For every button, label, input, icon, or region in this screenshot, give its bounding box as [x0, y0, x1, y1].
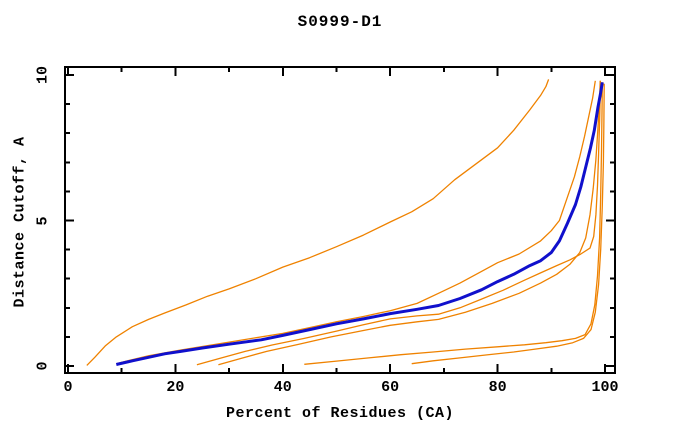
x-tick-label-80: 80: [488, 379, 507, 396]
curve-orange-curve-5: [304, 82, 603, 365]
y-tick-label-5: 5: [34, 215, 52, 226]
plot-frame: [64, 66, 616, 374]
curve-orange-curve-6: [411, 83, 605, 365]
curve-orange-curve-1: [86, 79, 550, 366]
chart-title: S0999-D1: [297, 13, 383, 31]
x-axis-label: Percent of Residues (CA): [225, 405, 455, 422]
y-tick-label-0: 0: [34, 361, 52, 371]
x-tick-label-60: 60: [381, 379, 400, 396]
y-tick-label-10: 10: [34, 65, 52, 85]
curve-orange-curve-3: [196, 80, 602, 366]
x-tick-label-40: 40: [273, 379, 292, 396]
x-tick-label-100: 100: [591, 379, 619, 396]
y-axis-label-text: Distance Cutoff, A: [11, 136, 29, 308]
curve-orange-curve-2: [116, 80, 596, 365]
x-tick-label-20: 20: [166, 379, 185, 396]
curve-orange-curve-4: [218, 80, 601, 366]
curve-blue-model-curve: [115, 82, 604, 366]
x-tick-label-0: 0: [63, 379, 73, 396]
